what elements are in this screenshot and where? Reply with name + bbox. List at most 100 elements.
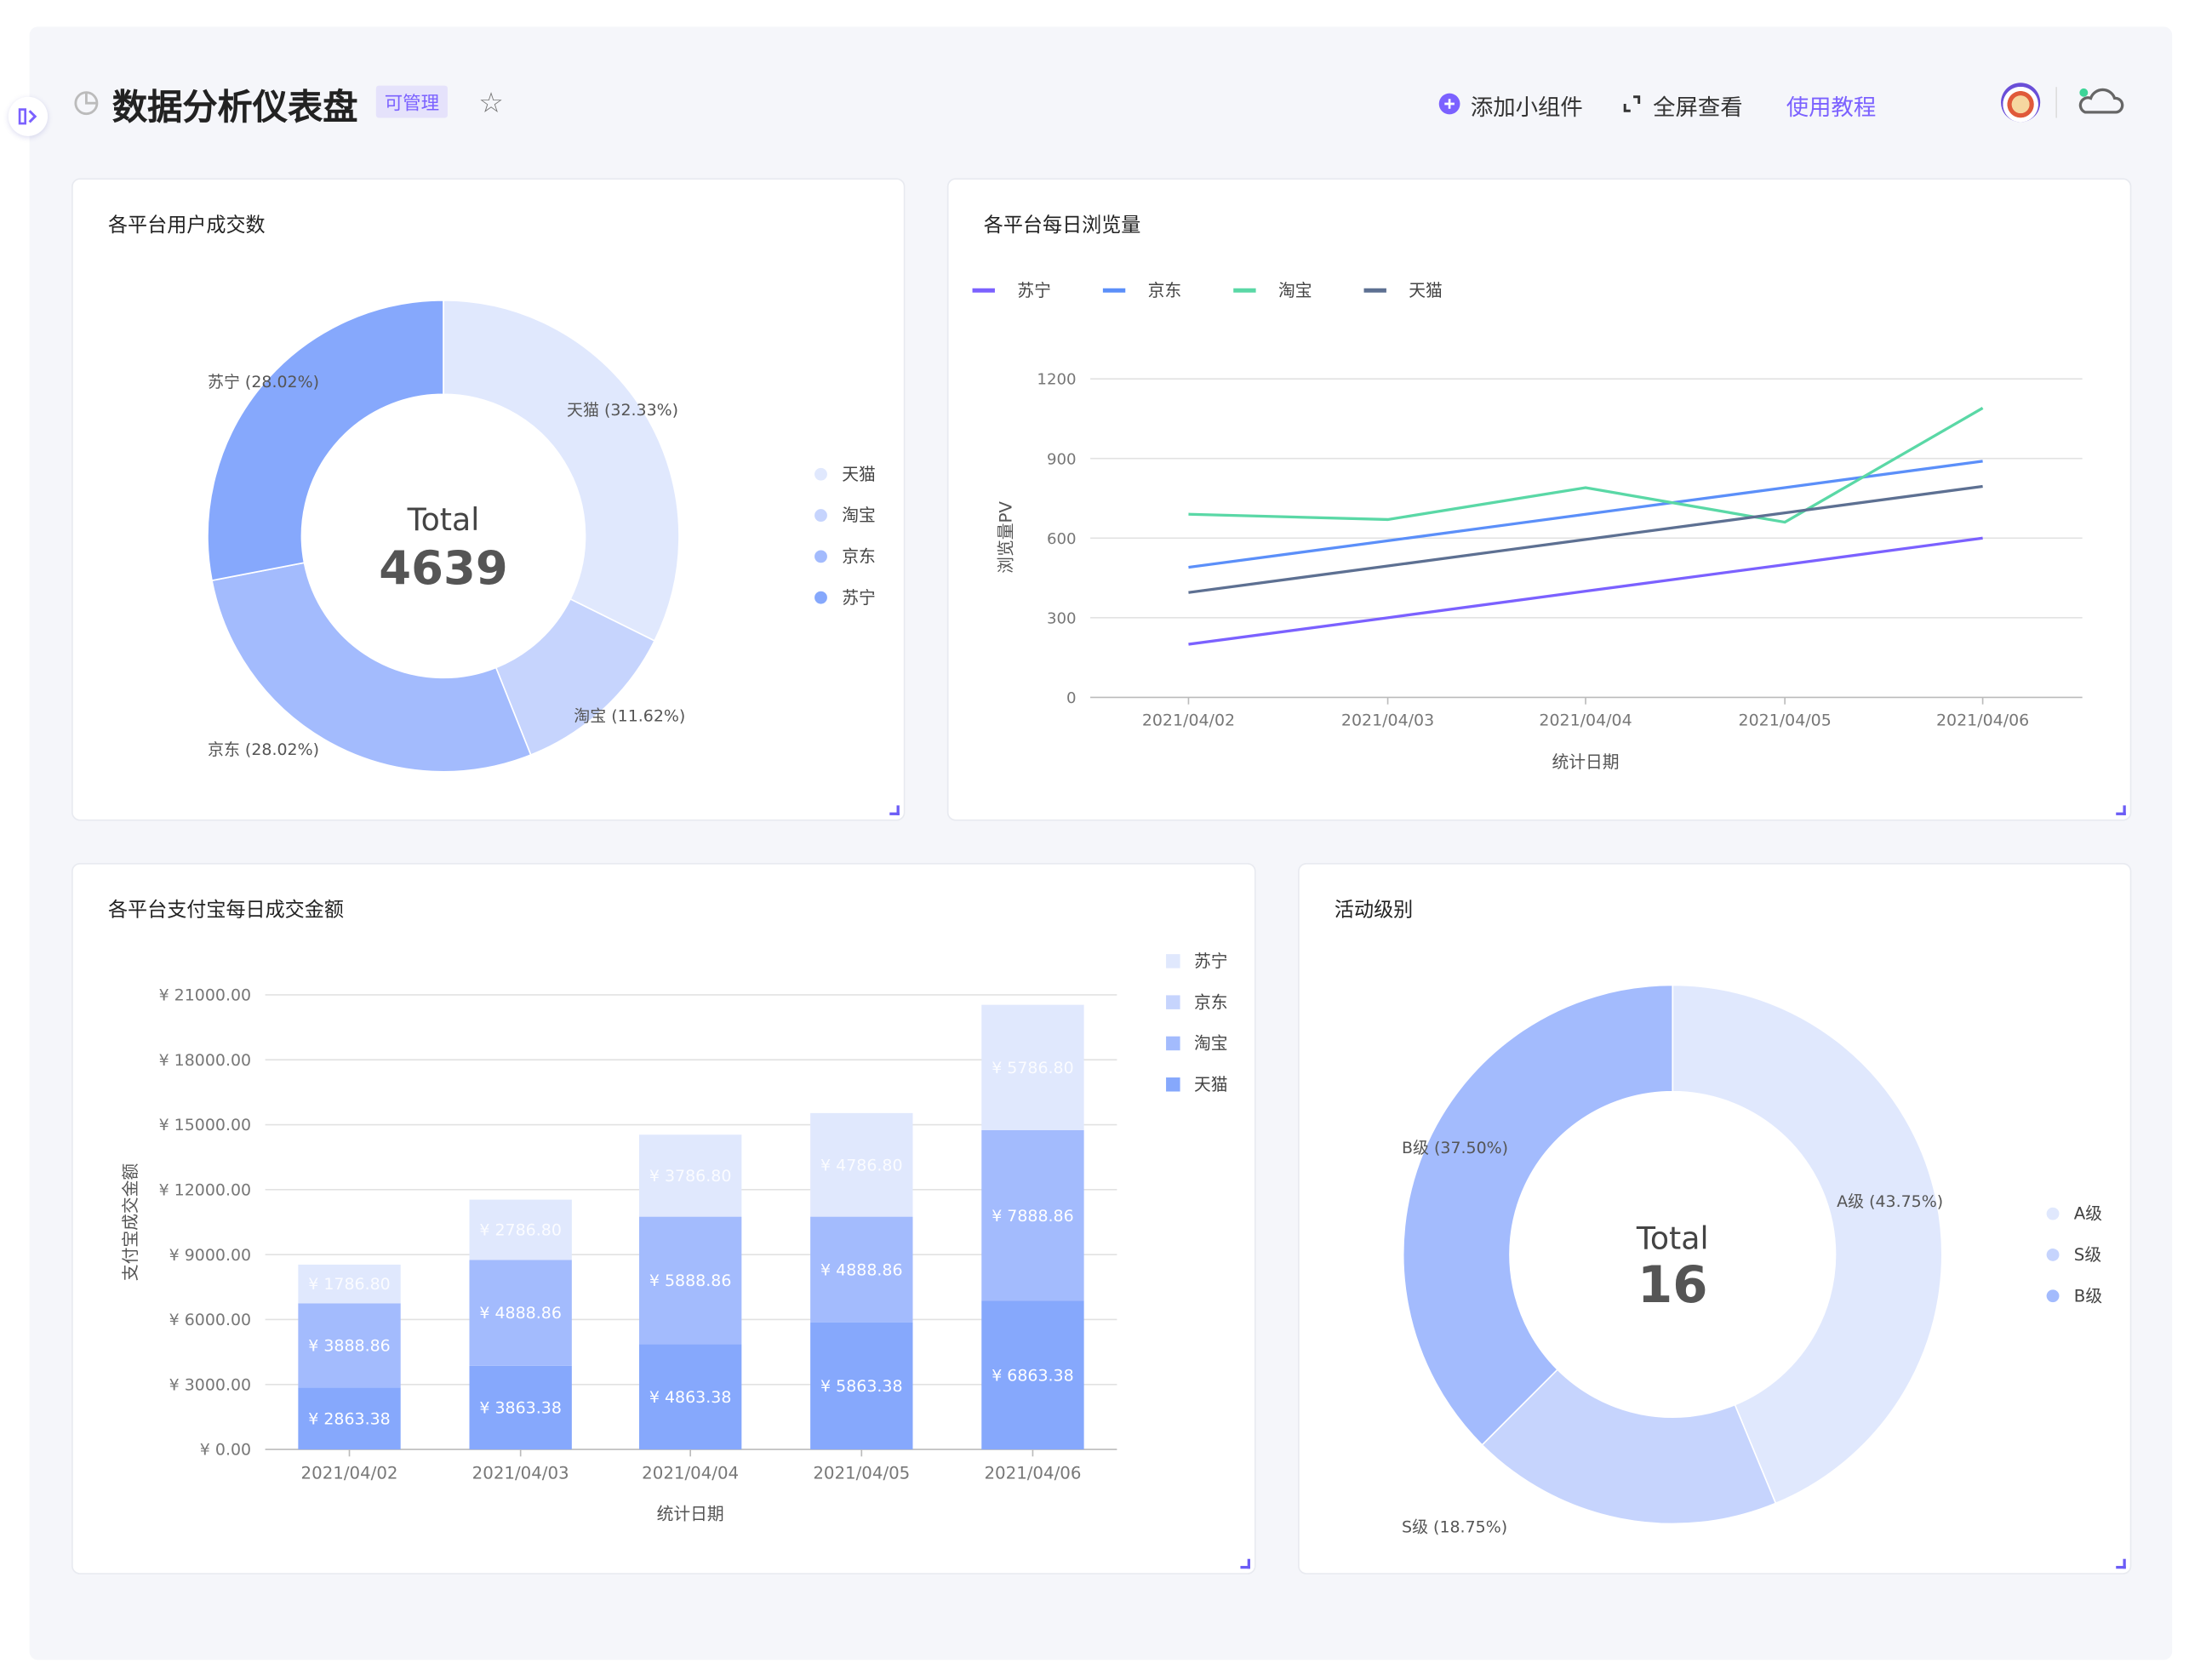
bar-segment xyxy=(469,1199,572,1260)
bar-value-label: ¥ 2786.80 xyxy=(479,1221,561,1240)
legend-label: 淘宝 xyxy=(1278,281,1312,300)
resize-handle[interactable] xyxy=(889,805,900,815)
bar-segment xyxy=(638,1344,742,1450)
bar-segment xyxy=(810,1216,913,1323)
bar-segment xyxy=(298,1264,401,1304)
card-activity-level: 活动级别 A级 (43.75%) A级 S级 (18.75%) S级 B级 (37.50… xyxy=(1298,862,2132,1574)
donut-slice xyxy=(1672,984,1943,1505)
bar-segment xyxy=(810,1112,913,1217)
resize-handle[interactable] xyxy=(2116,805,2126,815)
x-axis-label: 统计日期 xyxy=(1552,752,1619,772)
add-circle-icon xyxy=(1438,93,1460,115)
daily-pv-line-chart: 0 300 600 900 1200 2021/04/02 2021/04/03 2021/0… xyxy=(972,281,2083,772)
card-user-transactions: 各平台用户成交数 天猫 (32.33%) 天猫淘宝 (11.62%) 淘宝京东 (2… xyxy=(71,178,906,821)
series-line-2 xyxy=(1188,407,1984,524)
x-tick-label: 2021/04/05 xyxy=(1739,711,1832,729)
fullscreen-button[interactable]: 全屏查看 xyxy=(1653,94,1743,121)
x-tick-label: 2021/04/02 xyxy=(1142,711,1235,729)
card-alipay-amount: 各平台支付宝每日成交金额 ¥ 0.00 ¥ 3000.00 ¥ 6000.00 ¥ 9… xyxy=(71,862,1256,1574)
x-tick-label: 2021/04/06 xyxy=(1936,711,2029,729)
legend-marker xyxy=(1166,995,1180,1009)
bar-segment xyxy=(638,1134,742,1217)
x-tick-label: 2021/04/04 xyxy=(1539,711,1632,729)
slice-label: 天猫 (32.33%) xyxy=(567,401,678,420)
bar-value-label: ¥ 5888.86 xyxy=(649,1271,731,1290)
series-line-0 xyxy=(1188,536,1983,646)
legend-marker xyxy=(1166,1036,1180,1051)
slice-label: 京东 (28.02%) xyxy=(208,740,319,759)
donut-slice xyxy=(1481,1369,1777,1525)
y-tick-label: ¥ 18000.00 xyxy=(159,1051,252,1070)
bar-value-label: ¥ 5786.80 xyxy=(992,1059,1073,1077)
y-tick-label: 0 xyxy=(1066,689,1077,707)
slice-label: S级 (18.75%) xyxy=(1402,1517,1507,1536)
legend-marker xyxy=(2046,1289,2060,1303)
center-value: 16 xyxy=(1637,1255,1708,1314)
legend-label: 苏宁 xyxy=(1194,951,1228,971)
slice-label: 淘宝 (11.62%) xyxy=(574,706,685,725)
bar-value-label: ¥ 4786.80 xyxy=(820,1156,902,1174)
bar-value-label: ¥ 1786.80 xyxy=(308,1275,390,1294)
donut-slice xyxy=(207,299,444,582)
legend-marker xyxy=(814,591,827,604)
x-tick-label: 2021/04/02 xyxy=(301,1464,398,1483)
slice-label: B级 (37.50%) xyxy=(1402,1139,1508,1157)
series-line-3 xyxy=(1188,484,1983,594)
expand-sidebar-icon xyxy=(18,108,37,125)
donut-slice xyxy=(211,562,532,773)
card-title: 各平台每日浏览量 xyxy=(983,214,1141,237)
card-title: 各平台支付宝每日成交金额 xyxy=(107,899,344,923)
y-tick-label: ¥ 9000.00 xyxy=(169,1246,251,1265)
y-tick-label: ¥ 15000.00 xyxy=(159,1116,252,1134)
series-line-1 xyxy=(1188,460,1983,569)
y-tick-label: ¥ 21000.00 xyxy=(159,986,252,1005)
legend-label: B级 xyxy=(2074,1286,2103,1306)
y-tick-label: 300 xyxy=(1047,609,1077,627)
resize-handle[interactable] xyxy=(2116,1558,2126,1569)
y-tick-label: ¥ 3000.00 xyxy=(169,1375,251,1394)
bar-segment xyxy=(981,1129,1084,1301)
legend-label: 京东 xyxy=(1148,281,1182,300)
y-tick-label: 900 xyxy=(1047,450,1077,468)
cloud-sync-icon[interactable] xyxy=(2077,87,2124,117)
x-tick-label: 2021/04/03 xyxy=(1341,711,1434,729)
favorite-star-icon[interactable]: ☆ xyxy=(478,85,504,120)
bar-value-label: ¥ 3863.38 xyxy=(479,1399,561,1418)
x-tick-label: 2021/04/06 xyxy=(984,1464,1081,1483)
bar-segment xyxy=(469,1365,572,1450)
x-tick-label: 2021/04/04 xyxy=(642,1464,739,1483)
bar-segment xyxy=(981,1004,1084,1130)
dashboard-pie-icon xyxy=(74,91,99,116)
legend-label: 天猫 xyxy=(842,465,876,484)
tutorial-link[interactable]: 使用教程 xyxy=(1786,94,1877,121)
page-title: 数据分析仪表盘 xyxy=(111,87,358,129)
user-avatar[interactable] xyxy=(2001,83,2041,123)
bar-value-label: ¥ 7888.86 xyxy=(992,1207,1073,1226)
y-tick-label: 600 xyxy=(1047,530,1077,548)
legend-label: A级 xyxy=(2074,1204,2103,1224)
center-label: Total xyxy=(1636,1220,1709,1256)
sidebar-toggle-button[interactable] xyxy=(8,96,49,136)
legend-marker xyxy=(1166,1077,1180,1092)
y-axis-label: 浏览量PV xyxy=(997,501,1016,574)
donut-slice xyxy=(1402,984,1674,1446)
donut-slice xyxy=(443,299,680,643)
bar-segment xyxy=(298,1303,401,1388)
legend-marker xyxy=(2046,1207,2060,1220)
alipay-stacked-bar-chart: ¥ 0.00 ¥ 3000.00 ¥ 6000.00 ¥ 9000.00 ¥ 12000… xyxy=(121,951,1228,1524)
x-tick-label: 2021/04/05 xyxy=(813,1464,910,1483)
bar-segment xyxy=(981,1300,1084,1450)
legend-label: 淘宝 xyxy=(1194,1034,1228,1054)
slice-label: 苏宁 (28.02%) xyxy=(208,373,319,391)
legend-label: 淘宝 xyxy=(842,506,876,525)
resize-handle[interactable] xyxy=(1240,1558,1250,1569)
slice-label: A级 (43.75%) xyxy=(1837,1192,1943,1211)
bar-segment xyxy=(298,1387,401,1450)
card-daily-pv: 各平台每日浏览量 0 300 600 900 1200 2021/04/02 2021/04… xyxy=(946,178,2132,821)
legend-marker xyxy=(2046,1249,2060,1261)
add-widget-button[interactable]: 添加小组件 xyxy=(1470,94,1583,121)
legend-label: 京东 xyxy=(1194,992,1228,1012)
card-title: 各平台用户成交数 xyxy=(107,214,266,237)
bar-value-label: ¥ 4888.86 xyxy=(820,1260,902,1279)
